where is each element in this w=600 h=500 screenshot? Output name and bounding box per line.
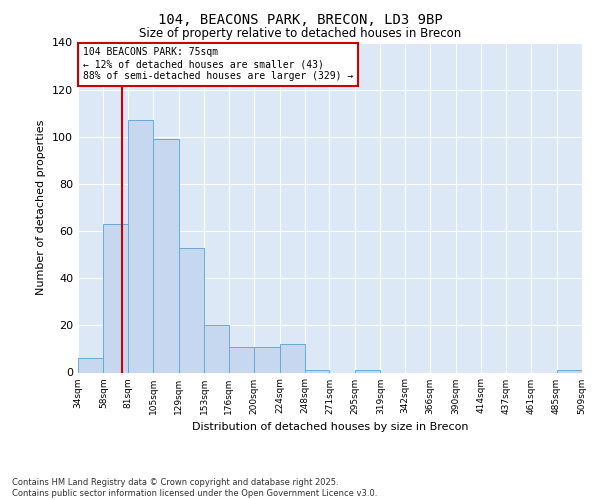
Bar — [280, 344, 305, 372]
Bar — [103, 224, 128, 372]
Bar — [355, 370, 380, 372]
Text: Size of property relative to detached houses in Brecon: Size of property relative to detached ho… — [139, 28, 461, 40]
Bar — [557, 370, 582, 372]
Text: 104 BEACONS PARK: 75sqm
← 12% of detached houses are smaller (43)
88% of semi-de: 104 BEACONS PARK: 75sqm ← 12% of detache… — [83, 48, 353, 80]
Bar — [154, 139, 179, 372]
Text: Contains HM Land Registry data © Crown copyright and database right 2025.
Contai: Contains HM Land Registry data © Crown c… — [12, 478, 377, 498]
Text: 104, BEACONS PARK, BRECON, LD3 9BP: 104, BEACONS PARK, BRECON, LD3 9BP — [158, 12, 442, 26]
Bar — [78, 358, 103, 372]
X-axis label: Distribution of detached houses by size in Brecon: Distribution of detached houses by size … — [192, 422, 468, 432]
Bar — [179, 248, 204, 372]
Bar — [254, 346, 280, 372]
Bar — [229, 346, 254, 372]
Bar — [204, 326, 229, 372]
Y-axis label: Number of detached properties: Number of detached properties — [37, 120, 46, 295]
Bar — [305, 370, 329, 372]
Bar — [128, 120, 154, 372]
